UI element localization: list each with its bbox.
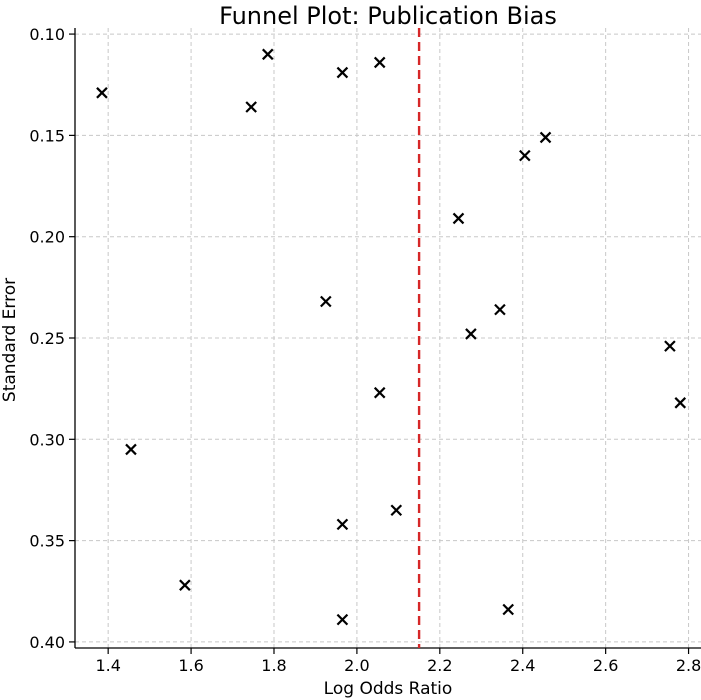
- data-points: [96, 48, 687, 626]
- x-tick-label: 2.0: [344, 656, 369, 675]
- data-point-stroke: [261, 48, 274, 61]
- data-point: [502, 603, 515, 616]
- x-tick-label: 2.8: [676, 656, 701, 675]
- data-point-stroke: [502, 603, 515, 616]
- y-tick-label: 0.25: [29, 329, 65, 348]
- chart-title: Funnel Plot: Publication Bias: [219, 2, 557, 30]
- data-point-stroke: [245, 101, 257, 113]
- data-point: [336, 518, 349, 531]
- y-tick-label: 0.20: [29, 228, 65, 247]
- x-tick-label: 2.4: [510, 656, 535, 675]
- y-tick-label: 0.35: [29, 532, 65, 551]
- data-point-stroke: [390, 504, 403, 517]
- y-tick-label: 0.15: [29, 126, 65, 145]
- data-point: [245, 101, 257, 113]
- y-tick-label: 0.40: [29, 633, 65, 652]
- data-point: [664, 340, 676, 352]
- data-point: [465, 328, 477, 340]
- data-point: [336, 613, 349, 626]
- data-point-stroke: [465, 328, 477, 340]
- data-point: [320, 295, 332, 308]
- data-point: [494, 303, 506, 316]
- y-tick-label: 0.10: [29, 25, 65, 44]
- data-point: [96, 87, 108, 99]
- data-point: [539, 131, 552, 144]
- y-tick-label: 0.30: [29, 430, 65, 449]
- data-point-stroke: [179, 579, 191, 591]
- data-point-stroke: [452, 212, 465, 225]
- data-point-stroke: [373, 386, 386, 399]
- x-tick-label: 1.6: [178, 656, 203, 675]
- data-point-stroke: [336, 518, 349, 531]
- grid-lines: [75, 28, 701, 648]
- x-tick-label: 2.2: [427, 656, 452, 675]
- data-point-stroke: [336, 66, 349, 79]
- data-point: [373, 386, 386, 399]
- data-point-stroke: [519, 149, 531, 162]
- data-point-stroke: [96, 87, 108, 99]
- data-point: [179, 579, 191, 591]
- data-point-stroke: [674, 397, 687, 409]
- data-point-stroke: [336, 613, 349, 626]
- x-axis-label: Log Odds Ratio: [324, 679, 453, 699]
- data-point-stroke: [539, 131, 552, 144]
- x-tick-label: 1.4: [95, 656, 120, 675]
- y-axis-ticks: 0.10 0.15 0.20 0.25 0.30 0.35 0.40: [29, 25, 75, 652]
- data-point-stroke: [125, 443, 137, 456]
- data-point-stroke: [494, 303, 506, 316]
- data-point-stroke: [664, 340, 676, 352]
- data-point-stroke: [373, 56, 386, 69]
- data-point: [452, 212, 465, 225]
- data-point-stroke: [320, 295, 332, 308]
- data-point: [390, 504, 403, 517]
- data-point: [261, 48, 274, 61]
- data-point: [519, 149, 531, 162]
- x-tick-label: 1.8: [261, 656, 286, 675]
- data-point: [125, 443, 137, 456]
- x-tick-label: 2.6: [593, 656, 618, 675]
- x-axis-ticks: 1.4 1.6 1.8 2.0 2.2 2.4 2.6 2.8: [95, 648, 701, 675]
- data-point: [373, 56, 386, 69]
- y-axis-label: Standard Error: [0, 278, 20, 402]
- data-point: [674, 397, 687, 409]
- data-point: [336, 66, 349, 79]
